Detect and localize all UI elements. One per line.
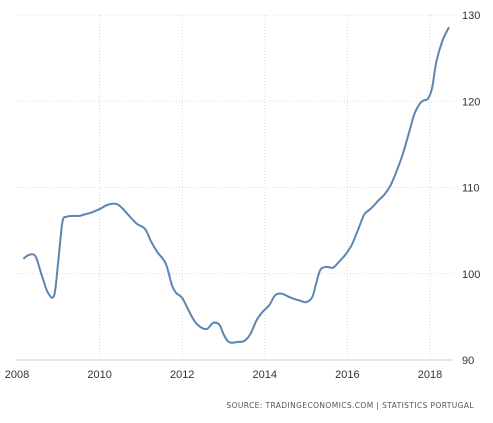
x-axis-ticks: 2008 2010 2012 2014 2016 2018 bbox=[5, 369, 442, 381]
y-axis-ticks: 90 100 110 120 130 bbox=[462, 10, 480, 367]
x-tick-label: 2016 bbox=[335, 369, 359, 381]
series-line bbox=[23, 26, 450, 344]
y-tick-label: 90 bbox=[462, 355, 474, 367]
y-tick-label: 110 bbox=[462, 183, 480, 195]
x-tick-label: 2014 bbox=[253, 369, 277, 381]
y-tick-label: 130 bbox=[462, 10, 480, 22]
y-tick-label: 120 bbox=[462, 96, 480, 108]
x-tick-label: 2018 bbox=[418, 369, 442, 381]
x-tick-label: 2008 bbox=[5, 369, 29, 381]
y-tick-label: 100 bbox=[462, 269, 480, 281]
x-tick-label: 2010 bbox=[87, 369, 111, 381]
grid-lines bbox=[17, 14, 453, 361]
source-credit: SOURCE: TRADINGECONOMICS.COM | STATISTIC… bbox=[226, 401, 474, 410]
x-tick-label: 2012 bbox=[170, 369, 194, 381]
